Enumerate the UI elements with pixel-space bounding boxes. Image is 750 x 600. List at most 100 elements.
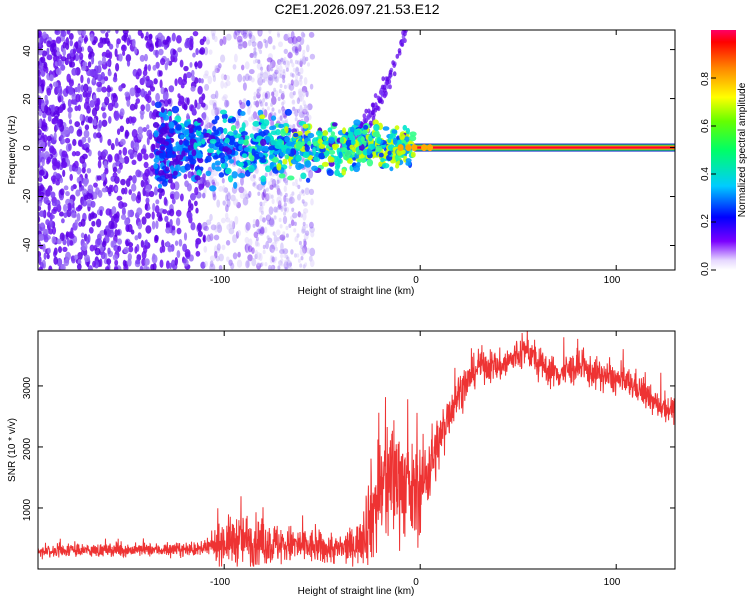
spectrogram-blob — [331, 122, 338, 127]
spectrogram-blob — [252, 182, 256, 187]
spectrogram-blob — [184, 180, 189, 188]
spectrogram-blob — [304, 262, 308, 267]
spectrogram-blob — [284, 192, 288, 198]
spectrogram-blob — [299, 104, 303, 113]
spectrogram-blob — [93, 182, 98, 188]
spectrogram-blob — [242, 75, 246, 82]
spectrogram-blob — [289, 91, 295, 99]
spectrogram-blob — [46, 156, 52, 163]
spectrogram-blob — [155, 49, 159, 58]
spectrogram-blob — [250, 174, 256, 182]
spectrogram-blob — [203, 132, 211, 138]
spectrogram-blob — [402, 124, 408, 131]
snr-ytick-label: 2000 — [22, 437, 33, 460]
spectrogram-blob — [297, 60, 300, 65]
spectrogram-blob — [44, 104, 49, 114]
spectrogram-blob — [304, 109, 308, 114]
spectrogram-blob — [202, 111, 207, 121]
spectrogram-ytick-label: -20 — [22, 188, 33, 203]
spectrogram-blob — [129, 103, 136, 111]
spectrogram-blob — [168, 85, 175, 93]
colorbar-gradient — [711, 30, 736, 270]
spectrogram-blob — [68, 86, 74, 95]
spectrogram-blob — [159, 259, 164, 268]
spectrogram-blob — [148, 33, 153, 40]
spectrogram-blob — [130, 140, 135, 149]
spectrogram-blob — [225, 217, 231, 223]
spectrogram-blob — [305, 177, 311, 183]
spectrogram-blob — [299, 67, 304, 75]
spectrogram-blob — [178, 239, 183, 247]
spectrogram-blob — [255, 58, 259, 64]
spectrogram-blob — [269, 184, 274, 190]
spectrogram-blob — [249, 34, 256, 44]
spectrogram-blob — [76, 263, 82, 270]
spectrogram-blob — [306, 111, 309, 116]
spectrogram-blob — [362, 113, 367, 119]
spectrogram-blob — [201, 221, 208, 231]
spectrogram-blob — [251, 148, 256, 156]
spectrogram-blob — [161, 180, 168, 187]
spectrogram-blob — [284, 108, 292, 116]
spectrogram-blob — [247, 245, 253, 253]
spectrogram-blob — [203, 245, 208, 253]
spectrogram-blob — [97, 160, 102, 169]
spectrogram-blob — [190, 192, 196, 201]
spectrogram-blob — [122, 147, 128, 156]
spectrogram-blob — [252, 219, 256, 224]
spectrogram-blob — [297, 95, 303, 102]
spectrogram-blob — [253, 231, 259, 239]
spectrogram-blob — [47, 247, 51, 254]
spectrogram-blob — [270, 130, 278, 136]
spectrogram-blob — [124, 187, 128, 195]
spectrogram-blob — [276, 196, 282, 205]
spectrogram-blob — [198, 183, 205, 190]
spectrogram-blob — [282, 248, 289, 255]
spectrogram-blob — [241, 153, 248, 159]
spectrogram-blob — [294, 46, 299, 54]
spectrogram-blob — [258, 253, 263, 262]
spectrogram-blob — [262, 201, 266, 206]
spectrogram-blob — [279, 249, 285, 255]
spectrogram-blob — [146, 136, 150, 146]
spectrogram-blob — [387, 150, 392, 156]
spectrogram-blob — [272, 89, 279, 98]
spectrogram-blob — [220, 162, 226, 169]
spectrogram-blob — [381, 162, 390, 169]
spectrogram-blob — [68, 111, 72, 120]
spectrogram-blob — [308, 221, 314, 229]
spectrogram-blob — [162, 39, 169, 45]
spectrogram-blob — [259, 204, 264, 213]
spectrogram-blob — [256, 242, 260, 247]
spectrogram-blob — [389, 166, 394, 172]
spectrogram-blob — [214, 64, 218, 74]
spectrogram-blob — [132, 38, 136, 47]
spectrogram-blob — [116, 168, 121, 174]
spectrogram-blob — [265, 90, 271, 100]
spectrogram-blob — [209, 255, 216, 262]
spectrogram-blob — [349, 144, 355, 150]
spectrogram-blob — [297, 130, 303, 136]
spectrogram-blob — [254, 51, 258, 56]
spectrogram-blob — [279, 151, 286, 157]
spectrogram-blob — [183, 103, 188, 111]
spectrogram-blob — [240, 131, 248, 136]
spectrogram-blob — [271, 115, 277, 121]
spectrogram-blob — [284, 206, 290, 213]
spectrogram-blob — [227, 118, 233, 124]
spectrogram-blob — [144, 35, 149, 41]
spectrogram-blob — [244, 73, 250, 82]
colorbar-tick-label: 0.2 — [700, 214, 711, 228]
spectrogram-blob — [116, 229, 121, 236]
spectrogram-blob — [131, 159, 137, 166]
spectrogram-blob — [303, 151, 310, 158]
spectrogram-blob — [139, 54, 145, 62]
spectrogram-blob — [147, 64, 151, 72]
spectrogram-blob — [158, 169, 165, 176]
spectrogram-blob — [190, 85, 196, 92]
spectrogram-blob — [209, 185, 217, 192]
spectrogram-blob — [151, 220, 156, 230]
spectrogram-blob — [112, 254, 119, 261]
spectrogram-blob — [78, 180, 82, 188]
spectrogram-blob — [291, 99, 295, 104]
